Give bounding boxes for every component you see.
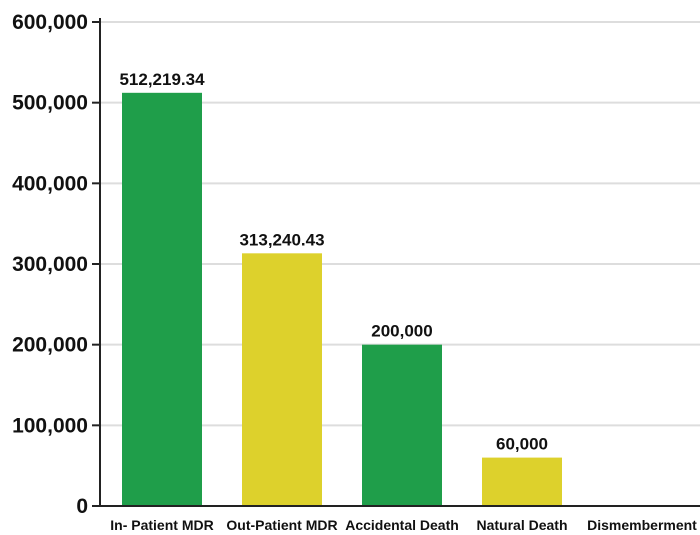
x-tick-label: Dismemberment [587,517,697,533]
x-axis-ticks: In- Patient MDR Out-Patient MDR Accidental… [110,517,697,533]
y-tick-label: 0 [76,495,88,518]
bars [122,92,562,507]
y-tick-label: 100,000 [12,414,88,437]
x-tick-label: Natural Death [476,517,567,533]
bar [122,92,202,507]
data-label: 200,000 [371,322,432,341]
bar [242,253,322,506]
data-label: 60,000 [496,435,548,454]
y-tick-label: 200,000 [12,334,88,357]
y-tick-label: 400,000 [12,172,88,195]
x-tick-label: Accidental Death [345,517,459,533]
x-tick-label: In- Patient MDR [110,517,213,533]
bar [482,457,562,506]
y-tick-label: 500,000 [12,92,88,115]
y-tick-label: 600,000 [12,11,88,34]
data-label: 313,240.43 [239,230,324,249]
data-labels: 512,219.34 313,240.43 200,000 60,000 [119,70,548,454]
y-axis-ticks: 0 100,000 200,000 300,000 400,000 500,000 600,… [12,11,100,518]
data-label: 512,219.34 [119,70,205,89]
bar [362,344,442,506]
y-tick-label: 300,000 [12,253,88,276]
x-tick-label: Out-Patient MDR [226,517,337,533]
